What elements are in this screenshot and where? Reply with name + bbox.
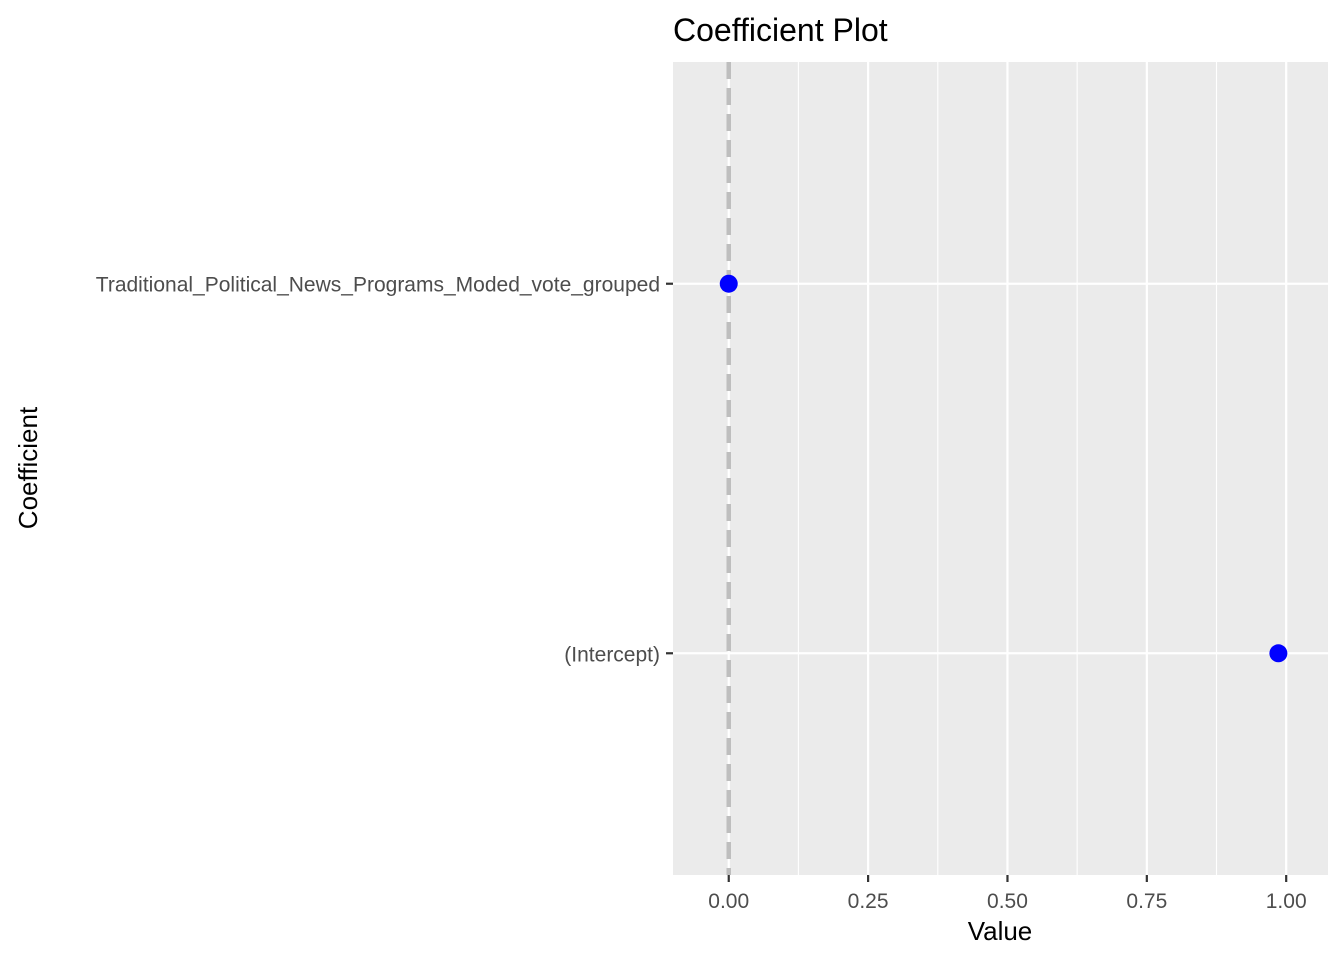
x-tick-label: 1.00 (1266, 890, 1307, 913)
x-axis-title: Value (968, 916, 1033, 946)
plot-panel (673, 62, 1328, 875)
x-tick-label: 0.75 (1126, 890, 1167, 913)
x-tick-label: 0.25 (848, 890, 889, 913)
chart-title: Coefficient Plot (673, 12, 888, 48)
y-axis-title: Coefficient (13, 406, 43, 529)
axes: 0.00 0.25 0.50 0.75 1.00 (Intercept) Tradition… (96, 274, 1307, 913)
x-tick-label: 0.50 (987, 890, 1028, 913)
coefficient-point (719, 274, 738, 293)
y-tick-label: Traditional_Political_News_Programs_Mode… (96, 274, 660, 297)
x-tick-label: 0.00 (708, 890, 749, 913)
y-tick-label: (Intercept) (564, 643, 660, 666)
coefficient-point (1269, 644, 1288, 663)
panel-background (673, 62, 1328, 875)
data-points (719, 274, 1288, 663)
